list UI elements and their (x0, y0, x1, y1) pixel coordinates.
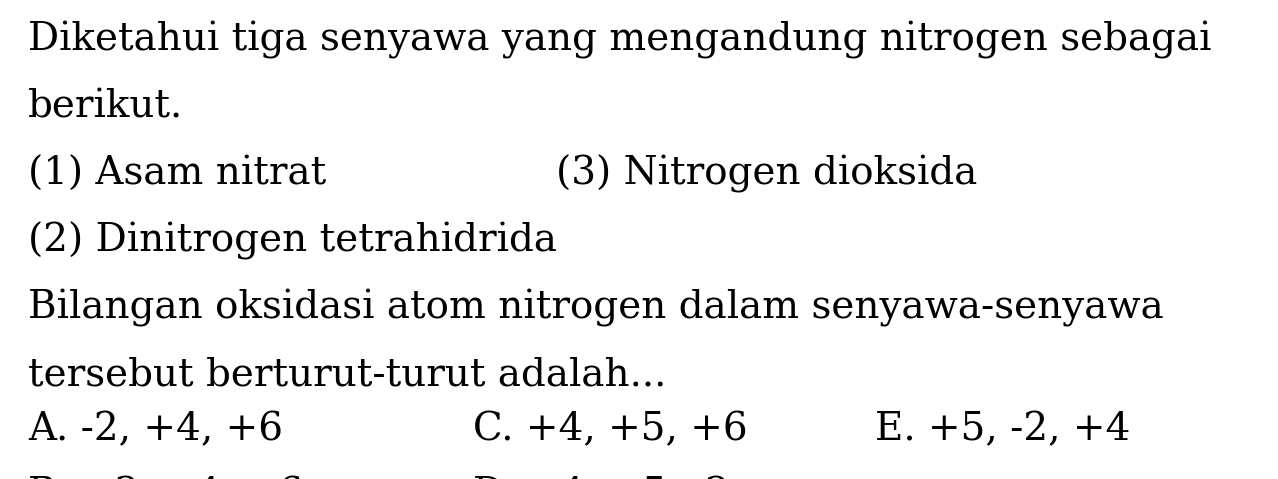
Text: Diketahui tiga senyawa yang mengandung nitrogen sebagai: Diketahui tiga senyawa yang mengandung n… (28, 21, 1212, 59)
Text: (2) Dinitrogen tetrahidrida: (2) Dinitrogen tetrahidrida (28, 222, 557, 260)
Text: A. -2, +4, +6: A. -2, +4, +6 (28, 411, 284, 449)
Text: B. +3, +4, +6: B. +3, +4, +6 (28, 476, 303, 479)
Text: C. +4, +5, +6: C. +4, +5, +6 (473, 411, 748, 449)
Text: (3) Nitrogen dioksida: (3) Nitrogen dioksida (556, 155, 978, 193)
Text: Bilangan oksidasi atom nitrogen dalam senyawa-senyawa: Bilangan oksidasi atom nitrogen dalam se… (28, 289, 1164, 327)
Text: berikut.: berikut. (28, 88, 183, 125)
Text: tersebut berturut-turut adalah...: tersebut berturut-turut adalah... (28, 356, 667, 394)
Text: D. +4, +5, -2: D. +4, +5, -2 (473, 476, 730, 479)
Text: (1) Asam nitrat: (1) Asam nitrat (28, 155, 326, 193)
Text: E. +5, -2, +4: E. +5, -2, +4 (875, 411, 1131, 449)
